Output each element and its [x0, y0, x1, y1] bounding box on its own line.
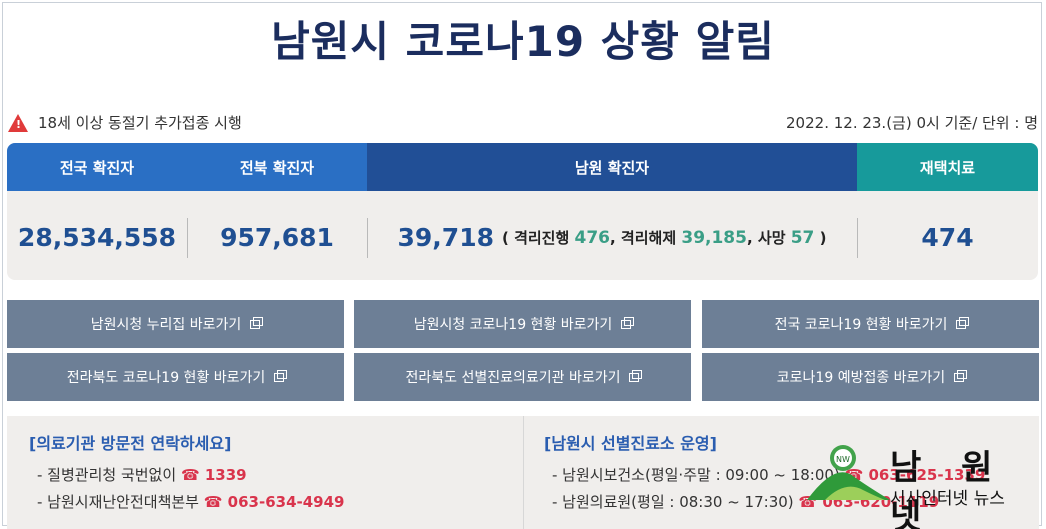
contact-label: - 질병관리청 국번없이 — [37, 466, 177, 484]
link-label: 남원시청 누리집 바로가기 — [90, 317, 242, 333]
page-title: 남원시 코로나19 상황 알림 — [271, 17, 775, 66]
contact-label: - 남원시보건소(평일·주말 : 09:00 ~ 18:00) — [552, 466, 840, 484]
notice: ! 18세 이상 동절기 추가접종 시행 — [8, 112, 242, 133]
link-label: 전라북도 코로나19 현황 바로가기 — [66, 370, 266, 386]
date-basis: 2022. 12. 23.(금) 0시 기준/ 단위 : 명 — [786, 114, 1038, 132]
death-count: 57 — [790, 227, 815, 248]
link-label: 전라북도 선별진료의료기관 바로가기 — [405, 370, 621, 386]
notice-text: 18세 이상 동절기 추가접종 시행 — [38, 114, 242, 132]
detail-open: ( 격리진행 — [502, 228, 575, 247]
contact-right-title: [남원시 선별진료소 운영] — [544, 434, 717, 453]
contact-left: [의료기관 방문전 연락하세요] - 질병관리청 국번없이 ☎ 1339 - 남… — [29, 430, 345, 518]
namwon-detail: ( 격리진행 476, 격리해제 39,185, 사망 57 ) — [502, 227, 826, 248]
link-jeonbuk-covid-status[interactable]: 전라북도 코로나19 현황 바로가기 — [7, 353, 344, 401]
phone-number[interactable]: ☎ 063-625-1339 — [844, 466, 986, 484]
contact-line: - 남원시보건소(평일·주말 : 09:00 ~ 18:00) ☎ 063-62… — [552, 464, 985, 485]
logo-badge-text: NW — [836, 455, 850, 464]
logo-name: 남 원 넷 — [890, 448, 1007, 529]
external-link-icon — [621, 316, 635, 329]
contact-panel: [의료기관 방문전 연락하세요] - 질병관리청 국번없이 ☎ 1339 - 남… — [7, 416, 1039, 529]
link-label: 남원시청 코로나19 현황 바로가기 — [413, 317, 613, 333]
external-link-icon — [629, 369, 643, 382]
detail-close: ) — [814, 228, 827, 247]
jeonbuk-label: 전북 확진자 — [187, 143, 367, 191]
namwon-value: 39,718 — [397, 222, 494, 252]
home-treatment-label: 재택치료 — [857, 143, 1038, 191]
national-label: 전국 확진자 — [7, 143, 187, 191]
contact-line: - 질병관리청 국번없이 ☎ 1339 — [37, 464, 345, 485]
external-link-icon — [956, 316, 970, 329]
contact-right: [남원시 선별진료소 운영] - 남원시보건소(평일·주말 : 09:00 ~ … — [544, 430, 985, 518]
divider — [857, 218, 858, 258]
link-label: 코로나19 예방접종 바로가기 — [776, 370, 946, 386]
home-treatment-value: 474 — [921, 222, 974, 252]
in-isolation-count: 476 — [574, 227, 611, 248]
contact-label: - 남원의료원(평일 : 08:30 ~ 17:30) — [552, 493, 794, 511]
link-jeonbuk-screening-clinics[interactable]: 전라북도 선별진료의료기관 바로가기 — [354, 353, 691, 401]
external-link-icon — [274, 369, 288, 382]
link-namwon-covid-status[interactable]: 남원시청 코로나19 현황 바로가기 — [354, 300, 691, 348]
mountain-logo-icon: NW — [807, 445, 890, 500]
divider — [523, 416, 524, 529]
link-label: 전국 코로나19 현황 바로가기 — [774, 317, 948, 333]
namwon-label: 남원 확진자 — [367, 143, 857, 191]
phone-number[interactable]: ☎ 1339 — [180, 466, 247, 484]
link-national-covid-status[interactable]: 전국 코로나19 현황 바로가기 — [702, 300, 1039, 348]
released-label: , 격리해제 — [610, 228, 682, 247]
national-value: 28,534,558 — [17, 222, 177, 252]
jeonbuk-value: 957,681 — [220, 222, 334, 252]
namwon-value-group: 39,718 ( 격리진행 476, 격리해제 39,185, 사망 57 ) — [367, 213, 857, 261]
divider — [367, 218, 368, 258]
death-label: , 사망 — [746, 228, 791, 247]
divider — [187, 218, 188, 258]
contact-label: - 남원시재난안전대책본부 — [37, 493, 199, 511]
contact-line: - 남원시재난안전대책본부 ☎ 063-634-4949 — [37, 491, 345, 512]
external-link-icon — [250, 316, 264, 329]
link-covid-vaccination[interactable]: 코로나19 예방접종 바로가기 — [702, 353, 1039, 401]
link-namwon-homepage[interactable]: 남원시청 누리집 바로가기 — [7, 300, 344, 348]
released-count: 39,185 — [681, 227, 747, 248]
logo-subtitle: 시사인터넷 뉴스 — [890, 489, 1005, 509]
notice-row: ! 18세 이상 동절기 추가접종 시행 2022. 12. 23.(금) 0시… — [8, 110, 1038, 134]
warning-icon: ! — [8, 113, 28, 132]
namwon-net-logo: NW 남 원 넷 시사인터넷 뉴스 — [805, 440, 1030, 529]
external-link-icon — [954, 369, 968, 382]
contact-left-title: [의료기관 방문전 연락하세요] — [29, 434, 232, 453]
phone-number[interactable]: ☎ 063-634-4949 — [203, 493, 345, 511]
stats-panel: 전국 확진자 전북 확진자 남원 확진자 재택치료 28,534,558 957… — [7, 143, 1038, 280]
